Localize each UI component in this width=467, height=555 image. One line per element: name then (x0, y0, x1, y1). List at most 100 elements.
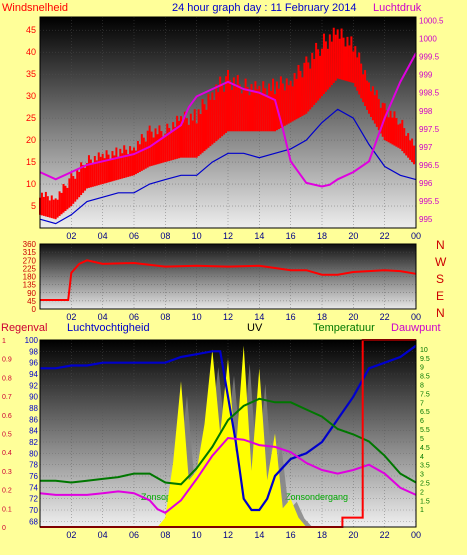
pressure-line (39, 52, 417, 188)
temperature-line (40, 397, 417, 486)
direction-tick-label: 225 (23, 264, 37, 273)
temperature-tick-label: 6 (420, 418, 424, 425)
humidity-tick-label: 84 (29, 427, 38, 436)
wind-speed-tick-label: 15 (26, 157, 36, 167)
direction-tick-label: 180 (23, 273, 37, 282)
wind-speed-tick-label: 5 (31, 201, 36, 211)
pressure-tick-label: 999.5 (419, 53, 440, 62)
rain-axis-title: Regenval (1, 322, 47, 334)
climate-x-tick-label: 06 (129, 530, 139, 540)
wind-x-tick-label: 02 (66, 231, 76, 241)
compass-e: E (436, 289, 444, 303)
temperature-tick-label: 10 (420, 347, 428, 354)
temperature-tick-label: 4.5 (420, 445, 430, 452)
rain-tick-label: 0.7 (2, 394, 12, 401)
wind-speed-tick-label: 20 (26, 135, 36, 145)
compass-n-top: N (436, 238, 445, 252)
temperature-tick-label: 6.5 (420, 409, 430, 416)
direction-x-tick-label: 20 (348, 312, 358, 322)
direction-x-tick-label: 04 (98, 312, 108, 322)
rain-tick-label: 0 (2, 525, 6, 532)
direction-tick-label: 90 (27, 289, 36, 298)
dewpoint-line (39, 436, 417, 514)
wind-x-tick-label: 20 (348, 231, 358, 241)
rain-tick-label: 1 (2, 338, 6, 345)
wind-x-tick-label: 00 (411, 231, 421, 241)
humidity-tick-label: 90 (29, 393, 38, 402)
temperature-tick-label: 3 (420, 472, 424, 479)
humidity-tick-label: 74 (29, 483, 38, 492)
humidity-tick-label: 92 (29, 381, 38, 390)
rain-tick-label: 0.1 (2, 506, 12, 513)
wind-speed-tick-label: 10 (26, 179, 36, 189)
pressure-tick-label: 995.5 (419, 197, 440, 206)
wind-x-tick-label: 06 (129, 231, 139, 241)
humidity-tick-label: 86 (29, 415, 38, 424)
wind-speed-tick-label: 40 (26, 47, 36, 57)
direction-tick-label: 0 (32, 305, 37, 314)
temperature-tick-label: 2.5 (420, 480, 430, 487)
humidity-tick-label: 98 (29, 347, 38, 356)
temperature-tick-label: 1 (420, 507, 424, 514)
temperature-tick-label: 8 (420, 383, 424, 390)
pressure-tick-label: 996 (419, 179, 433, 188)
wind-panel-frame (39, 16, 417, 229)
wind-x-tick-label: 14 (254, 231, 264, 241)
wind-x-tick-label: 18 (317, 231, 327, 241)
direction-x-tick-label: 18 (317, 312, 327, 322)
pressure-tick-label: 995 (419, 215, 433, 224)
rain-tick-label: 0.6 (2, 413, 12, 420)
humidity-tick-label: 70 (29, 506, 38, 515)
direction-tick-label: 315 (23, 248, 37, 257)
temperature-tick-label: 8.5 (420, 374, 430, 381)
wind-x-tick-label: 12 (223, 231, 233, 241)
climate-panel-frame (39, 339, 417, 528)
rain-tick-label: 0.5 (2, 432, 12, 439)
climate-x-tick-label: 14 (254, 530, 264, 540)
humidity-tick-label: 78 (29, 461, 38, 470)
climate-x-tick-label: 08 (160, 530, 170, 540)
pressure-tick-label: 999 (419, 71, 433, 80)
humidity-tick-label: 100 (25, 336, 39, 345)
pressure-tick-label: 998.5 (419, 89, 440, 98)
climate-x-tick-label: 00 (411, 530, 421, 540)
climate-x-tick-label: 04 (98, 530, 108, 540)
humidity-axis-title: Luchtvochtigheid (67, 322, 150, 334)
humidity-tick-label: 76 (29, 472, 38, 481)
humidity-tick-label: 68 (29, 517, 38, 526)
wind-speed-tick-label: 30 (26, 91, 36, 101)
wind-speed-axis-title: Windsnelheid (2, 2, 68, 14)
direction-tick-label: 360 (23, 240, 37, 249)
climate-x-tick-label: 16 (286, 530, 296, 540)
wind-average-line (39, 108, 417, 225)
direction-x-tick-label: 16 (286, 312, 296, 322)
temperature-tick-label: 4 (420, 454, 424, 461)
climate-x-tick-label: 18 (317, 530, 327, 540)
temperature-tick-label: 2 (420, 489, 424, 496)
rain-tick-label: 0.4 (2, 450, 12, 457)
direction-x-tick-label: 14 (254, 312, 264, 322)
wind-speed-tick-label: 35 (26, 69, 36, 79)
rain-tick-label: 0.3 (2, 469, 12, 476)
temperature-tick-label: 5 (420, 436, 424, 443)
temperature-tick-label: 1.5 (420, 498, 430, 505)
climate-x-tick-label: 20 (348, 530, 358, 540)
wind-direction-line (40, 259, 417, 301)
pressure-tick-label: 1000 (419, 35, 437, 44)
direction-x-tick-label: 02 (66, 312, 76, 322)
humidity-tick-label: 72 (29, 495, 38, 504)
wind-speed-tick-label: 45 (26, 25, 36, 35)
compass-n-bottom: N (436, 306, 445, 320)
compass-w: W (435, 255, 447, 269)
uv-label: UV (247, 322, 263, 334)
wind-x-tick-label: 10 (192, 231, 202, 241)
direction-tick-label: 135 (23, 281, 37, 290)
climate-x-tick-label: 10 (192, 530, 202, 540)
pressure-axis-title: Luchtdruk (373, 2, 422, 14)
temperature-tick-label: 7.5 (420, 391, 430, 398)
temperature-tick-label: 9 (420, 365, 424, 372)
wind-x-tick-label: 08 (160, 231, 170, 241)
dewpoint-label: Dauwpunt (391, 322, 441, 334)
rain-tick-label: 0.2 (2, 488, 12, 495)
